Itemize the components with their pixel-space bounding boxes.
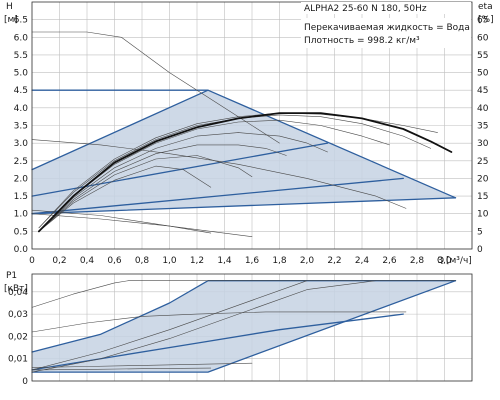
y2-tick-label: 35 xyxy=(477,122,488,132)
y2-tick-label: 55 xyxy=(477,51,488,61)
head-series-15 xyxy=(38,112,438,229)
power-tick-label: 0,04 xyxy=(8,288,28,298)
power-tick-label: 0 xyxy=(22,377,28,387)
x-tick-label: 2,2 xyxy=(327,256,341,266)
y2-tick-label: 5 xyxy=(477,227,483,237)
head-series-12 xyxy=(38,132,328,232)
y-axis-unit: [м] xyxy=(4,15,18,25)
head-series-16 xyxy=(38,112,453,233)
power-tick-label: 0,03 xyxy=(8,310,28,320)
power-axis-unit: [кВт] xyxy=(4,284,28,294)
head-series-1 xyxy=(31,197,457,215)
x-axis-unit: [м³/ч] xyxy=(446,256,472,266)
head-series-10 xyxy=(38,155,253,232)
y-tick-label: 3.0 xyxy=(14,139,29,149)
y2-tick-label: 60 xyxy=(477,33,489,43)
x-tick-label: 0,6 xyxy=(107,256,122,266)
y-tick-label: 1.0 xyxy=(14,210,29,220)
y-tick-label: 6.0 xyxy=(14,33,29,43)
y2-tick-label: 20 xyxy=(477,174,489,184)
y-tick-label: 2.0 xyxy=(14,174,29,184)
y2-tick-label: 15 xyxy=(477,192,488,202)
y-tick-label: 4.5 xyxy=(14,86,28,96)
y2-tick-label: 45 xyxy=(477,86,488,96)
y-tick-label: 0.5 xyxy=(14,227,28,237)
title-background xyxy=(301,2,471,14)
x-tick-label: 2,8 xyxy=(410,256,425,266)
y-tick-label: 5.5 xyxy=(14,51,28,61)
head-y-tick-labels: 0.0 0.5 1.0 1.5 2.0 2.5 3.0 3.5 4.0 4.5 5.0 5.5 6.0 6… xyxy=(14,16,29,255)
y-tick-label: 6.5 xyxy=(14,16,28,26)
head-series-6 xyxy=(31,139,407,209)
x-tick-label: 3,0 xyxy=(437,256,452,266)
x-tick-label: 1,8 xyxy=(272,256,287,266)
x-tick-label: 0 xyxy=(29,256,35,266)
head-series-7 xyxy=(31,209,212,234)
x-tick-label: 0,2 xyxy=(52,256,66,266)
y2-tick-label: 10 xyxy=(477,210,489,220)
head-series-4 xyxy=(31,142,329,197)
y2-tick-label: 50 xyxy=(477,69,489,79)
x-tick-label: 1,4 xyxy=(217,256,232,266)
power-series-8 xyxy=(31,280,308,371)
y2-axis-label: eta xyxy=(478,2,493,12)
x-tick-label: 0,8 xyxy=(135,256,150,266)
x-tick-label: 2,4 xyxy=(355,256,370,266)
y2-axis-unit: [%] xyxy=(478,15,494,25)
head-series-5 xyxy=(31,31,280,144)
power-y-tick-labels: 0 0,01 0,02 0,03 0,04 xyxy=(8,288,28,387)
power-series-5 xyxy=(31,362,253,368)
power-series-0 xyxy=(31,280,457,373)
y-axis-label: H xyxy=(6,2,13,12)
head-series-3 xyxy=(31,177,404,215)
chart-title: ALPHA2 25-60 N 180, 50Hz xyxy=(304,4,427,14)
x-axis-label: Q xyxy=(437,256,444,266)
flow-x-tick-labels: 0 0,2 0,4 0,6 0,8 1,0 1,2 1,4 1,6 1,8 2,0 2,2 2,4 2,6… xyxy=(29,256,452,266)
head-series-2 xyxy=(31,89,209,171)
x-tick-label: 0,4 xyxy=(80,256,95,266)
head-series-11 xyxy=(38,144,287,232)
x-tick-label: 1,2 xyxy=(190,256,204,266)
power-series-6 xyxy=(31,367,212,371)
y-tick-label: 2.5 xyxy=(14,157,28,167)
y2-tick-label: 30 xyxy=(477,139,489,149)
fluid-annotation: Перекачиваемая жидкость = Вода xyxy=(304,23,470,33)
power-series-4 xyxy=(31,311,407,333)
power-operating-area xyxy=(32,280,456,373)
density-annotation: Плотность = 998.2 кг/м³ xyxy=(304,36,420,46)
y-tick-label: 4.0 xyxy=(14,104,29,114)
power-series-2 xyxy=(31,313,404,371)
power-tick-label: 0,02 xyxy=(8,332,28,342)
power-axis-label: P1 xyxy=(6,271,17,281)
head-series-9 xyxy=(38,165,212,232)
head-area-fill xyxy=(32,90,456,214)
y2-tick-label: 25 xyxy=(477,157,488,167)
power-area-fill xyxy=(32,280,456,373)
y-tick-label: 0.0 xyxy=(14,245,29,255)
y2-tick-label: 65 xyxy=(477,16,488,26)
x-tick-label: 2,0 xyxy=(300,256,315,266)
annotation-background xyxy=(301,18,471,48)
head-series-8 xyxy=(31,213,253,237)
x-tick-label: 1,6 xyxy=(245,256,260,266)
y2-tick-label: 0 xyxy=(477,245,483,255)
power-series-3 xyxy=(31,280,456,308)
x-tick-label: 1,0 xyxy=(162,256,177,266)
head-operating-area xyxy=(32,90,456,214)
head-series-group xyxy=(31,31,457,237)
power-tick-label: 0,01 xyxy=(8,355,28,365)
power-series-7 xyxy=(31,280,377,373)
power-chart-frame xyxy=(31,273,473,382)
y2-tick-label: 40 xyxy=(477,104,489,114)
power-series-group xyxy=(31,280,457,373)
head-chart-frame xyxy=(31,1,473,250)
y-tick-label: 1.5 xyxy=(14,192,28,202)
eta-tick-labels: 0 5 10 15 20 25 30 35 40 45 50 55 60 65 xyxy=(477,16,489,255)
x-tick-label: 2,6 xyxy=(382,256,397,266)
y-tick-label: 3.5 xyxy=(14,122,28,132)
y-tick-label: 5.0 xyxy=(14,69,29,79)
